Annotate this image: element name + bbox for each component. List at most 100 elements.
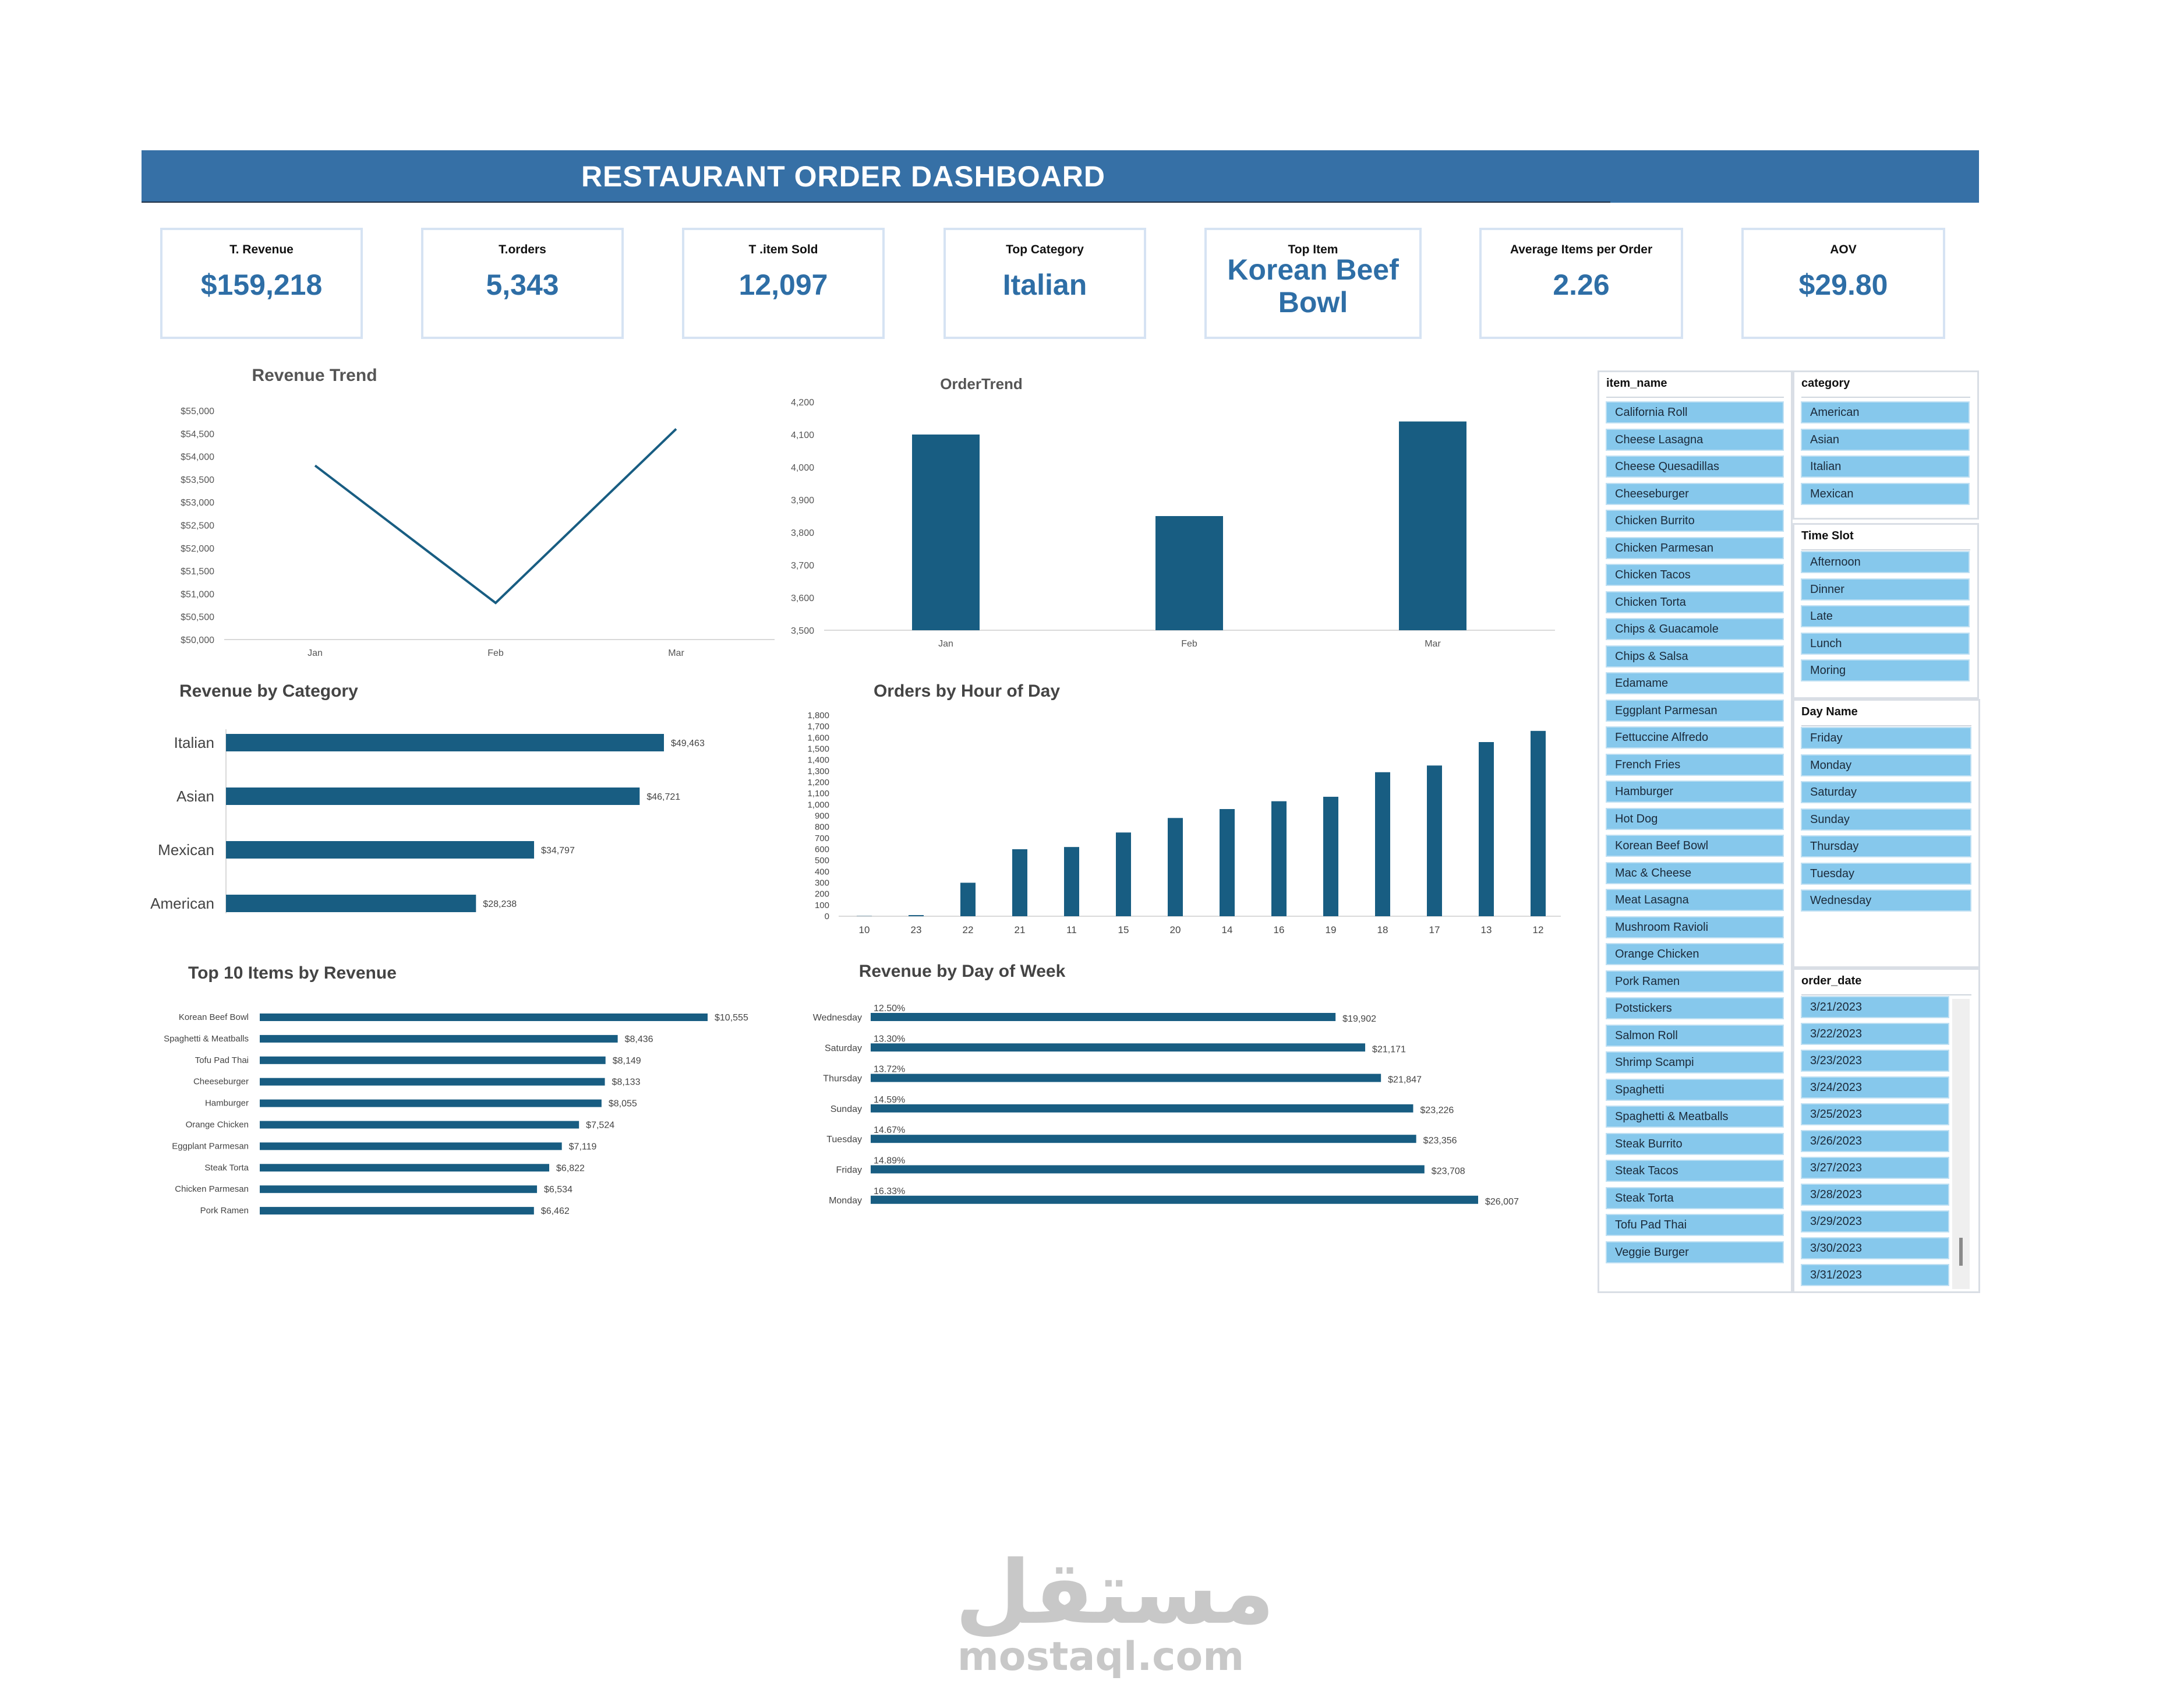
x-tick-label: 23 (911, 924, 922, 935)
slicer-item[interactable]: Mushroom Ravioli (1606, 916, 1784, 938)
slicer-item[interactable]: Salmon Roll (1606, 1024, 1784, 1047)
percent-label: 12.50% (874, 1004, 905, 1013)
slicer-item[interactable]: Tuesday (1801, 862, 1971, 885)
slicer-item[interactable]: French Fries (1606, 753, 1784, 776)
data-label: $6,822 (556, 1163, 585, 1173)
item-bar (260, 1034, 618, 1043)
slicer-item[interactable]: Chicken Torta (1606, 591, 1784, 613)
slicer-item[interactable]: Cheese Lasagna (1606, 428, 1784, 451)
slicer-item[interactable]: Meat Lasagna (1606, 889, 1784, 911)
order-trend-bar (912, 435, 980, 630)
data-label: $28,238 (483, 899, 517, 909)
slicer-item[interactable]: California Roll (1606, 401, 1784, 423)
slicer-item[interactable]: Steak Tacos (1606, 1160, 1784, 1182)
x-tick-label: 13 (1481, 924, 1492, 935)
hour-bar (1271, 801, 1287, 916)
slicer-item[interactable]: Hot Dog (1606, 807, 1784, 830)
y-tick-label: 1,500 (807, 744, 829, 754)
slicer-item[interactable]: Moring (1801, 659, 1970, 681)
y-tick-label: $51,000 (181, 589, 214, 599)
slicer-item[interactable]: Lunch (1801, 632, 1970, 655)
item-bar (260, 1078, 605, 1086)
slicer-item[interactable]: Chicken Burrito (1606, 510, 1784, 532)
slicer-item[interactable]: Chicken Parmesan (1606, 536, 1784, 559)
slicer-item[interactable]: 3/31/2023 (1801, 1264, 1949, 1286)
slicer-item[interactable]: Thursday (1801, 835, 1971, 857)
slicer-item[interactable]: Asian (1801, 428, 1970, 451)
y-tick-label: $52,500 (181, 521, 214, 531)
slicer-item[interactable]: 3/23/2023 (1801, 1050, 1949, 1072)
slicer-item[interactable]: Chips & Salsa (1606, 645, 1784, 668)
scrollbar-thumb[interactable] (1959, 1238, 1963, 1266)
slicer-item[interactable]: Friday (1801, 727, 1971, 749)
revenue-by-day-svg: Revenue by Day of Week Wednesday 12.50% $19… (813, 962, 1519, 1207)
item-label: Cheeseburger (193, 1077, 249, 1087)
hour-bar (1168, 818, 1183, 916)
slicer-item[interactable]: Veggie Burger (1606, 1241, 1784, 1263)
kpi-top-category: Top Category Italian (943, 228, 1146, 339)
slicer-item[interactable]: Late (1801, 605, 1970, 627)
slicer-item[interactable]: Dinner (1801, 578, 1970, 601)
slicer-header: category (1801, 377, 1850, 390)
slicer-item[interactable]: 3/27/2023 (1801, 1157, 1949, 1179)
slicer-item[interactable]: Tofu Pad Thai (1606, 1214, 1784, 1236)
data-label: $19,902 (1342, 1014, 1376, 1024)
slicer-item[interactable]: Steak Burrito (1606, 1132, 1784, 1155)
y-tick-label: 700 (815, 834, 829, 843)
slicer-item[interactable]: Cheese Quesadillas (1606, 455, 1784, 478)
kpi-value: $159,218 (200, 269, 323, 301)
revenue-trend-line (314, 428, 677, 605)
percent-label: 13.72% (874, 1065, 905, 1075)
slicer-item[interactable]: Mexican (1801, 482, 1970, 505)
dashboard-title: RESTAURANT ORDER DASHBOARD (581, 160, 1106, 193)
y-tick-label: $52,000 (181, 544, 214, 554)
slicer-item[interactable]: Monday (1801, 754, 1971, 776)
slicer-item[interactable]: Saturday (1801, 781, 1971, 803)
slicer-item[interactable]: Edamame (1606, 672, 1784, 694)
slicer-item[interactable]: Cheeseburger (1606, 482, 1784, 505)
slicer-item[interactable]: Sunday (1801, 808, 1971, 831)
item-label: Orange Chicken (186, 1120, 249, 1130)
slicer-item[interactable]: 3/26/2023 (1801, 1130, 1949, 1152)
item-bar (260, 1121, 579, 1129)
category-bar (226, 895, 476, 912)
slicer-item[interactable]: Spaghetti & Meatballs (1606, 1106, 1784, 1128)
slicer-item[interactable]: Potstickers (1606, 997, 1784, 1019)
slicer-header: order_date (1801, 974, 1862, 987)
y-tick-label: 3,800 (791, 528, 814, 538)
day-label: Saturday (825, 1043, 862, 1053)
slicer-item[interactable]: 3/28/2023 (1801, 1184, 1949, 1206)
data-label: $49,463 (671, 739, 705, 748)
slicer-item[interactable]: Wednesday (1801, 889, 1971, 912)
slicer-item[interactable]: Chicken Tacos (1606, 564, 1784, 586)
slicer-item[interactable]: Fettuccine Alfredo (1606, 726, 1784, 748)
revenue-by-category-svg: Revenue by Category Italian $49,463 Asian $4… (150, 681, 705, 913)
day-bar (871, 1104, 1413, 1113)
slicer-item[interactable]: Orange Chicken (1606, 943, 1784, 965)
slicer-item[interactable]: Chips & Guacamole (1606, 618, 1784, 640)
order-date-scrollbar[interactable] (1952, 999, 1970, 1289)
y-tick-label: $55,000 (181, 407, 214, 416)
slicer-item[interactable]: Afternoon (1801, 551, 1970, 573)
slicer-item[interactable]: 3/24/2023 (1801, 1076, 1949, 1099)
slicer-item[interactable]: Steak Torta (1606, 1186, 1784, 1209)
slicer-item[interactable]: 3/29/2023 (1801, 1210, 1949, 1233)
slicer-item[interactable]: 3/30/2023 (1801, 1237, 1949, 1259)
slicer-item[interactable]: 3/25/2023 (1801, 1103, 1949, 1125)
category-bar (226, 841, 535, 859)
slicer-item[interactable]: Hamburger (1606, 781, 1784, 803)
slicer-item[interactable]: Italian (1801, 455, 1970, 478)
slicer-item[interactable]: American (1801, 401, 1970, 423)
slicer-item[interactable]: Korean Beef Bowl (1606, 835, 1784, 857)
slicer-item[interactable]: Mac & Cheese (1606, 861, 1784, 884)
slicer-item[interactable]: 3/21/2023 (1801, 996, 1949, 1018)
slicer-item[interactable]: Pork Ramen (1606, 970, 1784, 993)
slicer-item[interactable]: Eggplant Parmesan (1606, 699, 1784, 722)
slicer-item[interactable]: Shrimp Scampi (1606, 1051, 1784, 1073)
x-tick-label: 21 (1015, 924, 1026, 935)
day-bar (871, 1073, 1381, 1082)
data-label: $21,847 (1388, 1075, 1422, 1085)
y-tick-label: $53,500 (181, 475, 214, 485)
slicer-item[interactable]: 3/22/2023 (1801, 1023, 1949, 1045)
slicer-item[interactable]: Spaghetti (1606, 1078, 1784, 1101)
